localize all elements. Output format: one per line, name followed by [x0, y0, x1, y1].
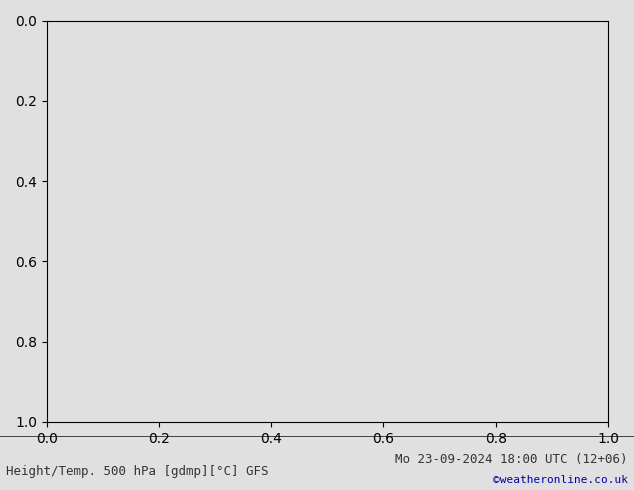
- Text: ©weatheronline.co.uk: ©weatheronline.co.uk: [493, 475, 628, 485]
- Text: Height/Temp. 500 hPa [gdmp][°C] GFS: Height/Temp. 500 hPa [gdmp][°C] GFS: [6, 465, 269, 478]
- Text: Mo 23-09-2024 18:00 UTC (12+06): Mo 23-09-2024 18:00 UTC (12+06): [395, 452, 628, 466]
